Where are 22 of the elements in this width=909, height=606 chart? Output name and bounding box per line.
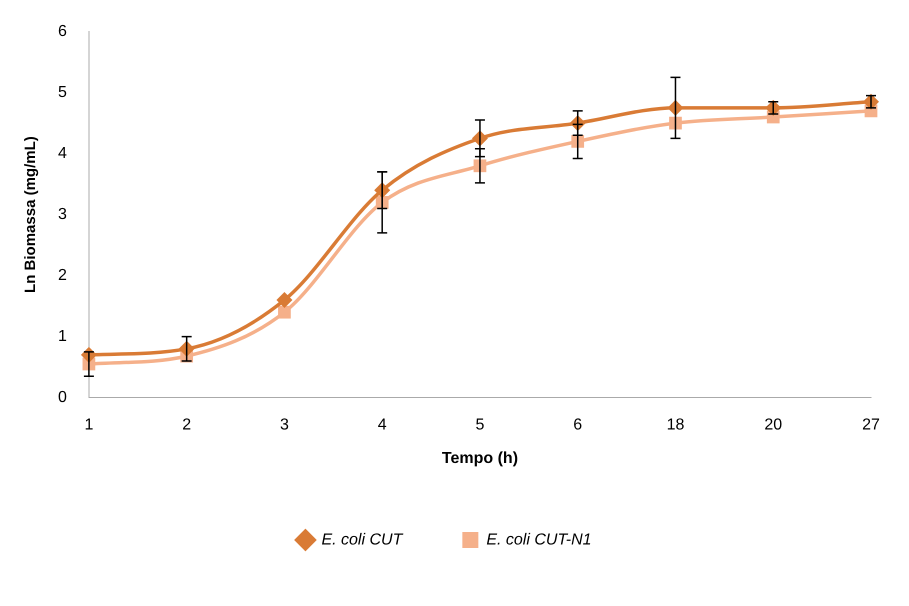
x-tick-label: 27 xyxy=(862,416,880,434)
y-axis-title: Ln Biomassa (mg/mL) xyxy=(22,136,40,293)
x-tick-label: 18 xyxy=(666,416,684,434)
x-tick-label: 3 xyxy=(280,416,289,434)
y-tick-label: 3 xyxy=(58,206,67,224)
x-tick-label: 20 xyxy=(764,416,782,434)
x-axis-title: Tempo (h) xyxy=(442,450,518,467)
x-tick-label: 5 xyxy=(475,416,484,434)
y-tick-label: 0 xyxy=(58,389,67,406)
y-tick-label: 4 xyxy=(58,145,67,162)
y-tick-label: 6 xyxy=(58,23,67,40)
legend-label: E. coli CUT-N1 xyxy=(486,531,592,548)
y-tick-label: 5 xyxy=(58,84,67,102)
x-tick-label: 2 xyxy=(182,416,192,434)
legend-label: E. coli CUT xyxy=(321,531,404,548)
y-tick-label: 1 xyxy=(58,328,67,346)
x-tick-label: 4 xyxy=(378,416,387,434)
y-tick-label: 2 xyxy=(58,267,67,284)
x-tick-label: 6 xyxy=(573,416,582,434)
point xyxy=(278,306,291,319)
x-tick-label: 1 xyxy=(84,416,94,434)
point xyxy=(276,292,292,308)
